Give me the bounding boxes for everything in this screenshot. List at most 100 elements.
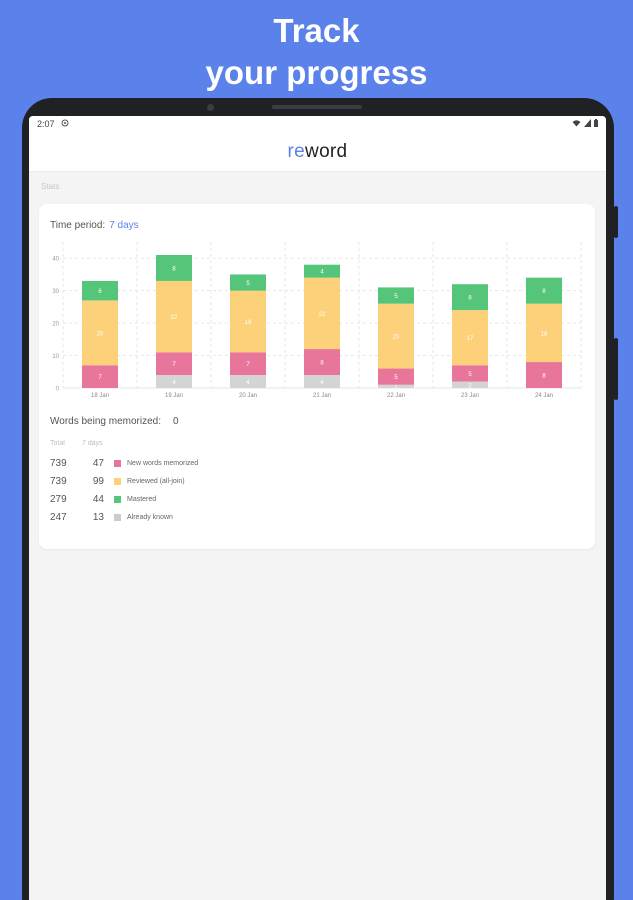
bar-segment-mastered [526,277,562,304]
bar-segment-known [452,381,488,388]
volume-button [614,206,618,238]
bar-data-label: 8 [542,374,546,380]
bar-data-label: 8 [172,266,176,272]
speaker [272,105,362,109]
app-screen: 2:07 reword Stats Time perio [29,116,606,900]
bar-data-label: 1 [394,385,398,391]
bar-data-label: 8 [320,361,324,367]
legend-swatch [114,495,121,503]
status-time: 2:07 [37,119,55,129]
bar-segment-reviewed [452,310,488,366]
bar-segment-new [156,352,192,376]
legend-swatch [114,477,121,485]
bar-segment-known [230,375,266,388]
bar-data-label: 19 [245,320,252,326]
time-period-label: Time period: [50,220,106,231]
bar-data-label: 22 [319,312,326,318]
promo-headline: Track your progress [0,10,633,94]
bar-data-label: 7 [172,362,176,368]
app-logo: reword [288,141,348,163]
bar-data-label: 7 [246,362,250,368]
camera [207,104,214,111]
y-tick-label: 40 [52,257,59,263]
bar-segment-new [230,352,266,376]
legend-label: Reviewed (all-join) [127,477,185,485]
bar-data-label: 2 [468,383,472,389]
tablet-frame: 2:07 reword Stats Time perio [22,98,618,900]
bar-segment-new [526,362,562,388]
bar-segment-new [378,368,414,385]
words-memorized-value: 0 [172,416,179,427]
legend-week: 99 [92,475,104,487]
y-tick-label: 20 [52,322,59,328]
legend-total: 247 [50,511,67,523]
bar-data-label: 17 [467,336,474,342]
bar-segment-known [304,375,340,388]
legend-row-reviewed: 739 99 Reviewed (all-join) [50,472,198,490]
legend-total: 739 [50,457,67,469]
legend-row-mastered: 279 44 Mastered [50,490,198,508]
words-memorized: Words being memorized: 0 [50,416,179,427]
legend-label: Already known [127,513,173,521]
y-tick-label: 10 [52,354,59,360]
time-period-selector[interactable]: 7 days [109,220,139,231]
bar-segment-reviewed [156,280,192,353]
bar-data-label: 18 [541,331,548,337]
app-bar: reword [29,132,606,172]
y-tick-label: 0 [56,387,60,393]
legend-total: 279 [50,493,67,505]
logo-suffix: word [305,140,348,162]
x-tick-label: 22 Jan [387,393,405,399]
bar-data-label: 20 [393,335,400,341]
time-period: Time period: 7 days [50,220,139,231]
bar-segment-reviewed [378,303,414,369]
logo-prefix: re [287,140,306,162]
bar-segment-reviewed [526,303,562,363]
section-title: Stats [41,182,60,191]
bar-data-label: 4 [320,270,324,276]
bar-data-label: 8 [542,289,546,295]
bar-segment-new [304,349,340,376]
words-memorized-label: Words being memorized: [50,416,161,427]
stats-card: Time period: 7 days 0 10 20 30 40 7 20 6 18 Jan 4 7… [39,204,595,549]
signal-icon [584,119,591,129]
x-tick-label: 23 Jan [461,393,479,399]
power-button [614,338,618,400]
bar-segment-mastered [304,264,340,278]
app-notification-icon [61,119,69,129]
bar-segment-reviewed [82,300,118,366]
legend-row-known: 247 13 Already known [50,508,198,526]
wifi-icon [572,119,581,129]
status-bar: 2:07 [29,116,606,132]
legend-week: 44 [92,493,104,505]
x-tick-label: 18 Jan [91,393,109,399]
bar-segment-mastered [452,284,488,311]
bar-segment-known [378,384,414,388]
legend-swatch [114,459,121,467]
promo-line-1: Track [273,12,360,49]
battery-icon [594,119,598,129]
progress-chart: 0 10 20 30 40 7 20 6 18 Jan 4 7 22 8 19 Jan 4 7 19 5 20 Ja… [52,242,582,399]
bar-data-label: 22 [171,315,178,321]
legend-total: 739 [50,475,67,487]
bar-data-label: 7 [98,375,102,381]
bar-segment-known [156,375,192,388]
legend-week: 13 [92,511,104,523]
bar-data-label: 6 [98,289,102,295]
legend-header-week: 7 days [82,440,103,447]
legend-row-new: 739 47 New words memorized [50,454,198,472]
bar-data-label: 5 [394,294,398,300]
bar-segment-reviewed [230,290,266,353]
x-tick-label: 20 Jan [239,393,257,399]
bar-data-label: 5 [246,281,250,287]
bar-data-label: 4 [246,380,250,386]
bar-data-label: 5 [468,372,472,378]
bar-segment-mastered [156,254,192,281]
bar-data-label: 8 [468,296,472,302]
legend-label: Mastered [127,495,157,503]
bar-segment-new [82,365,118,388]
legend-swatch [114,513,121,521]
bar-data-label: 20 [97,331,104,337]
bar-segment-mastered [378,287,414,304]
legend-header: Total 7 days [50,440,103,447]
